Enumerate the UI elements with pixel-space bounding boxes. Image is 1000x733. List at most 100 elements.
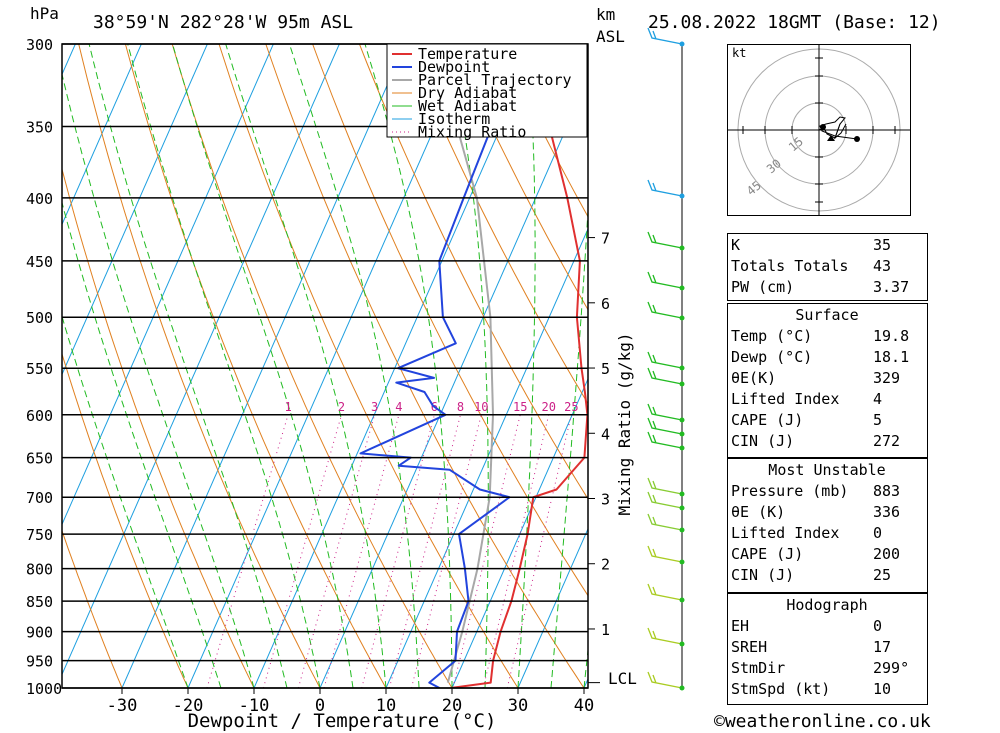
wind-barb [647,513,683,531]
mu-label: Pressure (mb) [731,482,849,500]
dry-adiabat-line [405,44,588,405]
pressure-tick-label: 1000 [26,680,62,698]
km-tick-label: 1 [601,621,610,639]
mu-label: θE (K) [731,503,786,521]
mixing-ratio-line [206,414,289,688]
km-tick-label: 3 [601,491,610,509]
mixing-ratio-label: 2 [338,400,345,414]
index-label: Totals Totals [731,257,849,275]
isotherm-line [62,44,142,226]
x-tick-label: -10 [239,696,270,716]
hodograph-table: Hodograph EH 0 SREH 17 StmDir 299° StmSpd (… [727,595,927,700]
storm-motion-dot [854,136,860,142]
isotherm-line [517,527,588,688]
mu-value: 883 [873,482,901,500]
legend-parcel: Parcel Trajectory [418,71,572,89]
wind-barb [647,367,683,385]
mixing-ratio-line [361,414,435,688]
isotherm-line [121,44,406,688]
credit[interactable]: ©weatheronline.co.uk [714,711,931,732]
isotherm-line [62,44,340,676]
wind-barb-dot [679,597,685,603]
mixing-ratio-label: 3 [371,400,378,414]
wind-barb-dot [679,285,685,291]
hodograph-trace [818,116,858,140]
legend-mixing-ratio: Mixing Ratio [418,123,526,141]
wind-barb [647,491,683,509]
storm-motion-marker [827,135,835,141]
mixing-ratio-line [410,414,482,688]
mixing-ratio-label: 20 [542,400,556,414]
mixing-ratio-label: 8 [457,400,464,414]
legend: Temperature Dewpoint Parcel Trajectory D… [386,43,588,141]
hodo-label: SREH [731,638,768,656]
wind-barb-dot [679,431,685,437]
wet-adiabat-line [172,44,354,688]
hodo-value: 0 [873,617,883,635]
mu-label: Lifted Index [731,524,840,542]
pressure-tick-label: 850 [26,593,53,611]
legend-dewpoint: Dewpoint [418,58,490,76]
wind-barb [647,351,683,369]
dry-adiabat-line [62,529,123,688]
surface-label: Temp (°C) [731,327,813,345]
mu-value: 336 [873,503,901,521]
asl-label: ASL [596,27,625,46]
most-unstable-title: Most Unstable [768,461,886,479]
lcl-label: LCL [608,669,637,688]
dry-adiabat-line [358,44,588,500]
wind-barb [647,231,683,249]
surface-title: Surface [795,306,859,324]
pressure-tick-label: 350 [26,118,53,136]
pressure-tick-label: 900 [26,624,53,642]
km-tick-label: 7 [601,230,610,248]
wind-barb [647,671,683,689]
pressure-tick-label: 600 [26,407,53,425]
dry-adiabat-line [687,44,700,688]
x-tick-label: 20 [442,696,462,716]
location-title: 38°59'N 282°28'W 95m ASL [93,12,354,33]
index-label: K [731,236,741,254]
pressure-unit-label: hPa [30,4,59,23]
hodograph-unit: kt [732,46,746,60]
mixing-ratio-label: 25 [564,400,578,414]
hodograph-table-title: Hodograph [786,596,868,614]
legend-dry-adiabat: Dry Adiabat [418,84,517,102]
wet-adiabat-line [225,44,387,688]
pressure-tick-label: 300 [26,36,53,54]
mixing-ratio-line [506,414,572,688]
wind-barb [647,301,683,319]
hodo-label: StmDir [731,659,786,677]
wind-barb [647,179,683,197]
surface-label: Dewp (°C) [731,348,813,366]
surface-value: 5 [873,411,883,429]
pressure-tick-label: 650 [26,450,53,468]
datetime-title: 25.08.2022 18GMT (Base: 12) [648,12,941,33]
wind-barb-dot [679,381,685,387]
wind-barb [647,545,683,563]
hodo-value: 10 [873,680,892,698]
wet-adiabat-line [62,200,222,688]
pressure-tick-label: 500 [26,309,53,327]
index-value: 35 [873,236,892,254]
index-value: 43 [873,257,892,275]
km-tick-label: 6 [601,295,610,313]
x-tick-label: -30 [107,696,138,716]
mixing-ratio-axis-label: Mixing Ratio (g/kg) [615,332,634,515]
km-tick-label: 4 [601,425,610,443]
wind-barb-dot [679,641,685,647]
pressure-tick-label: 700 [26,489,53,507]
km-tick-label: 2 [601,556,610,574]
index-value: 3.37 [873,278,910,296]
skew-t-chart: 1 2 3 4 6 8 10 15 20 25 3003504004505005506006507… [26,27,700,732]
wind-barb-dot [679,365,685,371]
hodo-label: StmSpd (kt) [731,680,831,698]
wind-barb-dot [679,559,685,565]
mixing-ratio-label: 1 [284,400,291,414]
mixing-ratio-line [482,414,550,688]
wind-barb-dot [679,41,685,47]
isotherm-line [253,44,538,688]
indices-table: K 35 Totals Totals 43 PW (cm) 3.37 [727,235,927,298]
pressure-tick-label: 450 [26,253,53,271]
wet-adiabat-line [364,44,453,688]
